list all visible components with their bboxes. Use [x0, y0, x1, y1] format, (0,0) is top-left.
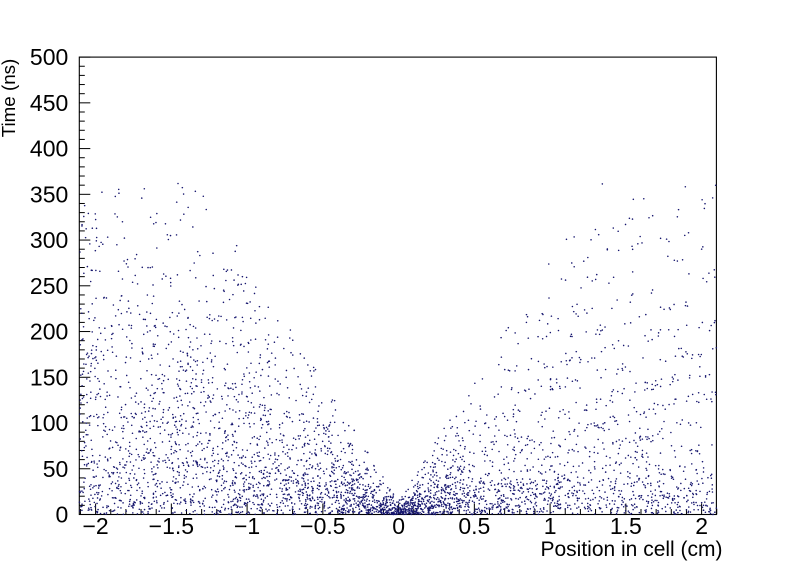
svg-text:0: 0	[56, 502, 69, 528]
svg-text:0.5: 0.5	[458, 513, 490, 539]
svg-text:1: 1	[544, 513, 557, 539]
svg-text:300: 300	[30, 227, 68, 253]
svg-text:0: 0	[392, 513, 405, 539]
svg-text:−0.5: −0.5	[300, 513, 345, 539]
svg-text:150: 150	[30, 364, 68, 390]
svg-text:−1.5: −1.5	[149, 513, 194, 539]
svg-text:−1: −1	[234, 513, 260, 539]
svg-text:2: 2	[695, 513, 708, 539]
svg-text:450: 450	[30, 90, 68, 116]
svg-text:1.5: 1.5	[610, 513, 642, 539]
svg-text:350: 350	[30, 181, 68, 207]
svg-text:200: 200	[30, 319, 68, 345]
svg-text:500: 500	[30, 44, 68, 70]
svg-text:Position in cell (cm): Position in cell (cm)	[540, 538, 722, 561]
svg-text:50: 50	[43, 456, 69, 482]
svg-text:400: 400	[30, 136, 68, 162]
svg-text:100: 100	[30, 410, 68, 436]
svg-text:Time (ns): Time (ns)	[0, 59, 19, 138]
svg-text:250: 250	[30, 273, 68, 299]
svg-text:−2: −2	[82, 513, 108, 539]
